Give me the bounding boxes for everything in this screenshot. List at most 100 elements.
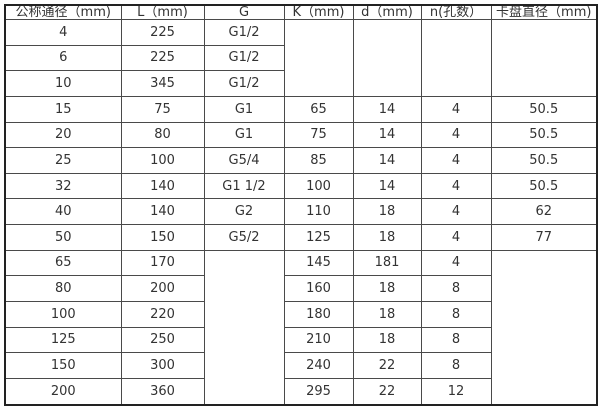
table-cell: 18	[352, 326, 422, 354]
column-header: K（mm)	[283, 4, 354, 20]
table-cell: 50	[4, 224, 122, 251]
table-cell: 4	[420, 224, 492, 251]
table-cell: 75	[120, 95, 205, 123]
table-cell: 360	[120, 377, 205, 406]
table-cell: 25	[4, 147, 122, 174]
table-row: 15 75 G1 65 14 4 50.5	[4, 95, 598, 123]
table-cell: 150	[120, 224, 205, 251]
table-cell: 110	[283, 198, 354, 225]
table-cell: 40	[4, 198, 122, 225]
table-cell: 14	[352, 172, 422, 200]
table-row: 25 100 G5/4 85 14 4 50.5	[4, 147, 598, 174]
table-cell: G5/2	[203, 224, 285, 251]
column-header: L（mm)	[120, 4, 205, 20]
table-row: 4 225 G1/2	[4, 19, 598, 97]
table-cell: 4	[420, 172, 492, 200]
header-row: 公称通径（mm) L（mm) G K（mm) d（mm) n(孔数） 卡盘直径（mm)	[4, 4, 598, 20]
spec-table-head: 公称通径（mm) L（mm) G K（mm) d（mm) n(孔数） 卡盘直径（mm)	[4, 4, 598, 20]
table-cell: 80	[4, 275, 122, 302]
column-header: G	[203, 4, 285, 20]
table-row: 200 360 295 22 12	[4, 377, 597, 406]
table-cell: 300	[120, 352, 205, 379]
table-row: 65 170 145 181 4	[4, 249, 598, 406]
table-cell: 4	[420, 147, 492, 174]
table-cell: G1/2	[203, 44, 285, 72]
table-cell: 210	[283, 326, 354, 354]
table-cell: 18	[352, 224, 422, 251]
table-cell: 62	[490, 198, 598, 225]
table-cell: 65	[4, 249, 122, 277]
table-cell: 32	[4, 172, 122, 200]
table-cell: 75	[283, 121, 354, 149]
table-cell: 295	[283, 377, 354, 406]
table-cell: 8	[420, 275, 492, 302]
table-cell	[203, 249, 285, 406]
column-header: d（mm)	[352, 4, 422, 20]
table-row: 40 140 G2 110 18 4 62	[4, 198, 598, 225]
table-cell: 18	[352, 198, 422, 225]
table-cell: G1 1/2	[203, 172, 285, 200]
table-cell: 14	[352, 121, 422, 149]
table-cell: 200	[120, 275, 205, 302]
table-cell: 15	[4, 95, 122, 123]
table-cell: 125	[4, 326, 122, 354]
column-header: 卡盘直径（mm)	[490, 4, 598, 20]
table-cell: G1/2	[203, 70, 285, 97]
table-cell: 14	[352, 95, 422, 123]
table-cell: 50.5	[490, 95, 598, 123]
table-row: 6 225 G1/2	[4, 44, 597, 72]
table-cell: 140	[120, 172, 205, 200]
table-cell	[490, 19, 598, 97]
table-row: 32 140 G1 1/2 100 14 4 50.5	[4, 172, 598, 200]
table-row: 125 250 210 18 8	[4, 326, 597, 354]
table-cell: 4	[420, 121, 492, 149]
table-cell: 4	[420, 95, 492, 123]
table-cell: 100	[120, 147, 205, 174]
table-cell: 18	[352, 275, 422, 302]
table-row: 80 200 160 18 8	[4, 275, 597, 302]
table-cell: 4	[420, 249, 492, 277]
table-cell: 150	[4, 352, 122, 379]
table-cell: 145	[283, 249, 354, 277]
table-cell: 85	[283, 147, 354, 174]
table-cell: 6	[4, 44, 122, 72]
table-cell: G2	[203, 198, 285, 225]
table-cell: 14	[352, 147, 422, 174]
table-cell: 170	[120, 249, 205, 277]
table-cell: 140	[120, 198, 205, 225]
table-cell: 200	[4, 377, 122, 406]
table-cell: 10	[4, 70, 122, 97]
table-cell: 8	[420, 326, 492, 354]
table-cell: 50.5	[490, 147, 598, 174]
column-header: 公称通径（mm)	[4, 4, 122, 20]
table-cell: G1/2	[203, 19, 285, 46]
table-cell: 80	[120, 121, 205, 149]
table-cell: 345	[120, 70, 205, 97]
table-row: 150 300 240 22 8	[4, 352, 597, 379]
table-cell: 22	[352, 352, 422, 379]
table-cell: 4	[420, 198, 492, 225]
table-cell: 8	[420, 352, 492, 379]
table-cell: 125	[283, 224, 354, 251]
table-cell: 100	[283, 172, 354, 200]
table-cell: 4	[4, 19, 122, 46]
table-cell: 100	[4, 300, 122, 328]
table-cell	[283, 19, 354, 97]
table-cell: G1	[203, 121, 285, 149]
spec-table-body: 4 225 G1/2 6 225 G1/2 10 345 G1/2 15 75 G1 65 14 4 50.5…	[4, 19, 598, 406]
table-cell: 22	[352, 377, 422, 406]
table-cell: 225	[120, 19, 205, 46]
table-cell: 160	[283, 275, 354, 302]
table-cell	[490, 249, 598, 406]
table-cell: 220	[120, 300, 205, 328]
table-cell: G1	[203, 95, 285, 123]
table-cell: 240	[283, 352, 354, 379]
table-cell: G5/4	[203, 147, 285, 174]
table-cell: 20	[4, 121, 122, 149]
table-row: 20 80 G1 75 14 4 50.5	[4, 121, 598, 149]
table-cell: 8	[420, 300, 492, 328]
table-cell: 12	[420, 377, 492, 406]
table-cell: 18	[352, 300, 422, 328]
table-cell: 250	[120, 326, 205, 354]
